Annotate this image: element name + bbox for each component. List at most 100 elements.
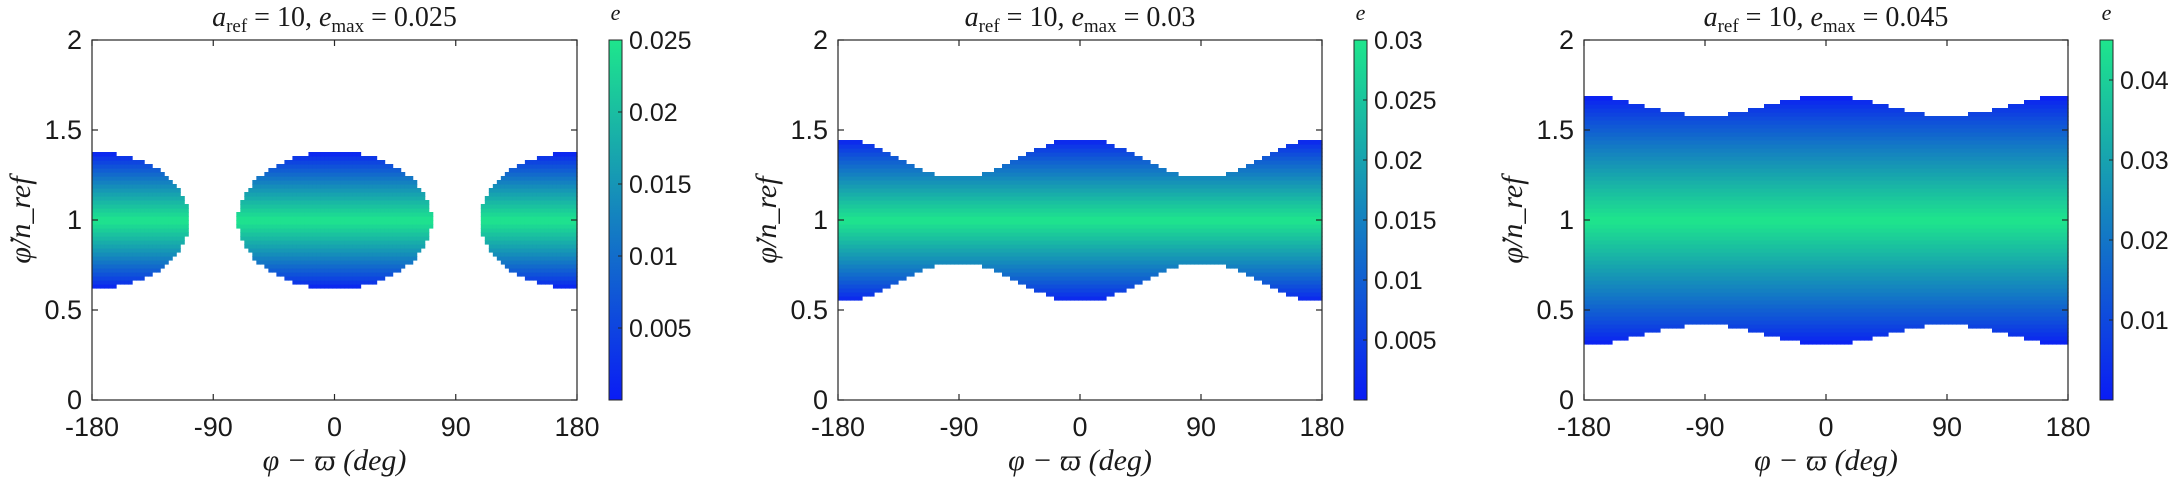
- heatmap-cell: [1002, 192, 1007, 197]
- heatmap-cell: [424, 208, 430, 213]
- heatmap-cell: [268, 264, 273, 269]
- heatmap-cell: [348, 240, 354, 245]
- heatmap-cell: [388, 232, 394, 237]
- heatmap-cell: [508, 200, 514, 205]
- heatmap-cell: [180, 196, 185, 201]
- heatmap-cell: [918, 172, 923, 177]
- heatmap-cell: [1050, 160, 1055, 165]
- heatmap-cell: [540, 236, 546, 241]
- heatmap-cell: [384, 172, 390, 177]
- heatmap-cell: [348, 188, 354, 193]
- heatmap-cell: [866, 292, 871, 297]
- heatmap-cell: [1090, 212, 1095, 217]
- heatmap-cell: [316, 248, 322, 253]
- heatmap-cell: [922, 252, 927, 257]
- heatmap-cell: [1066, 276, 1071, 281]
- heatmap-cell: [172, 220, 177, 225]
- heatmap-cell: [958, 224, 963, 229]
- y-tick-label: 0.5: [44, 295, 82, 325]
- heatmap-cell: [1046, 260, 1051, 265]
- heatmap-cell: [268, 216, 273, 221]
- heatmap-cell: [92, 240, 97, 245]
- heatmap-cell: [536, 228, 542, 233]
- heatmap-cell: [1066, 224, 1071, 229]
- heatmap-cell: [496, 220, 502, 225]
- heatmap-cell: [572, 196, 578, 201]
- heatmap-cell: [998, 228, 1003, 233]
- heatmap-cell: [532, 220, 538, 225]
- heatmap-cell: [256, 208, 261, 213]
- heatmap-cell: [140, 228, 145, 233]
- heatmap-cell: [1094, 220, 1099, 225]
- heatmap-cell: [1002, 252, 1007, 257]
- heatmap-cell: [536, 272, 542, 277]
- heatmap-cell: [104, 164, 109, 169]
- heatmap-cell: [552, 180, 558, 185]
- heatmap-cell: [1090, 168, 1095, 173]
- heatmap-cell: [842, 232, 847, 237]
- heatmap-cell: [536, 216, 542, 221]
- heatmap-cell: [1022, 212, 1027, 217]
- heatmap-cell: [496, 196, 502, 201]
- heatmap-cell: [966, 256, 971, 261]
- heatmap-cell: [954, 252, 959, 257]
- heatmap-cell: [950, 184, 955, 189]
- colorbar-tick-label: 0.005: [629, 315, 692, 343]
- heatmap-cell: [1118, 156, 1123, 161]
- heatmap-cell: [164, 236, 169, 241]
- heatmap-cell: [894, 252, 899, 257]
- heatmap-cell: [954, 204, 959, 209]
- heatmap-cell: [276, 228, 281, 233]
- heatmap-cell: [148, 200, 153, 205]
- heatmap-cell: [388, 208, 394, 213]
- heatmap-cell: [532, 168, 538, 173]
- heatmap-cell: [998, 188, 1003, 193]
- heatmap-cell: [516, 236, 522, 241]
- heatmap-cell: [890, 192, 895, 197]
- heatmap-cell: [564, 240, 570, 245]
- heatmap-cell: [1110, 144, 1115, 149]
- heatmap-cell: [544, 180, 550, 185]
- heatmap-cell: [132, 200, 137, 205]
- heatmap-cell: [360, 168, 366, 173]
- heatmap-cell: [252, 220, 257, 225]
- heatmap-cell: [152, 244, 157, 249]
- heatmap-cell: [532, 256, 538, 261]
- heatmap-cell: [104, 232, 109, 237]
- heatmap-cell: [890, 220, 895, 225]
- heatmap-cell: [962, 252, 967, 257]
- heatmap-cell: [360, 156, 366, 161]
- heatmap-cell: [858, 144, 863, 149]
- heatmap-cell: [1010, 196, 1015, 201]
- heatmap-cell: [1118, 164, 1123, 169]
- heatmap-cell: [1014, 192, 1019, 197]
- heatmap-cell: [986, 200, 991, 205]
- heatmap-cell: [176, 240, 181, 245]
- heatmap-cell: [1110, 276, 1115, 281]
- heatmap-cell: [922, 260, 927, 265]
- heatmap-cell: [1098, 192, 1103, 197]
- heatmap-cell: [404, 236, 410, 241]
- heatmap-cell: [870, 268, 875, 273]
- heatmap-cell: [866, 148, 871, 153]
- heatmap-cell: [328, 272, 334, 277]
- heatmap-cell: [1098, 248, 1103, 253]
- heatmap-cell: [1014, 260, 1019, 265]
- heatmap-cell: [994, 260, 999, 265]
- heatmap-cell: [300, 244, 306, 249]
- heatmap-cell: [380, 228, 386, 233]
- heatmap-cell: [934, 240, 939, 245]
- heatmap-cell: [392, 172, 398, 177]
- colorbar-tick-label: 0.025: [629, 27, 692, 55]
- heatmap-cell: [332, 180, 338, 185]
- heatmap-cell: [120, 228, 125, 233]
- heatmap-cell: [144, 200, 149, 205]
- heatmap-cell: [332, 252, 338, 257]
- heatmap-cell: [946, 260, 951, 265]
- heatmap-cell: [280, 212, 285, 217]
- heatmap-cell: [978, 208, 983, 213]
- heatmap-cell: [1078, 200, 1083, 205]
- heatmap-cell: [520, 200, 526, 205]
- heatmap-cell: [902, 240, 907, 245]
- heatmap-cell: [492, 248, 498, 253]
